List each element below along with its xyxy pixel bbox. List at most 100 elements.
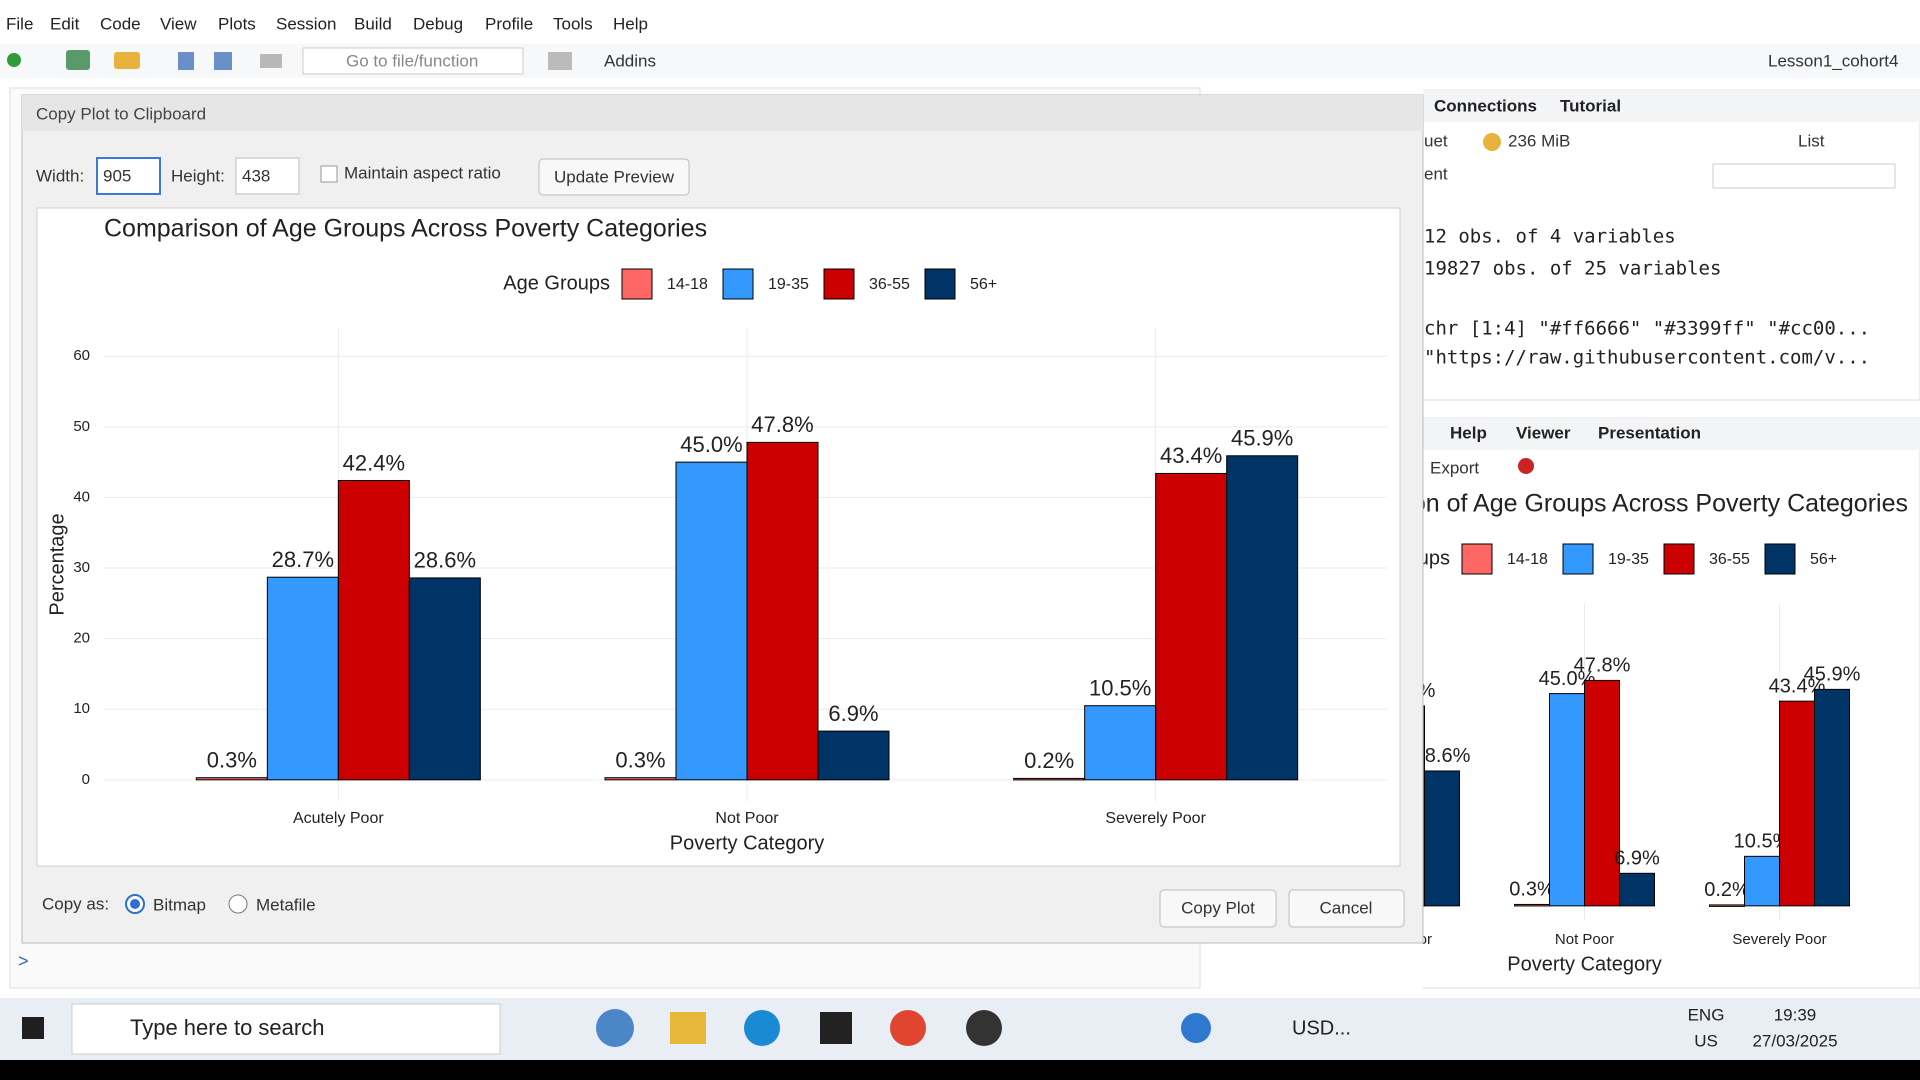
app-icon[interactable]: [966, 1010, 1002, 1046]
r-icon[interactable]: [596, 1009, 634, 1047]
aspect-checkbox[interactable]: [320, 165, 338, 183]
tab[interactable]: Help: [1450, 423, 1487, 442]
tab[interactable]: Presentation: [1598, 423, 1701, 442]
y-axis-title: Percentage: [46, 513, 68, 615]
layout-icon[interactable]: [548, 52, 572, 70]
update-button[interactable]: [538, 158, 690, 196]
copy-label[interactable]: Copy Plot: [1181, 898, 1255, 917]
time[interactable]: 19:39: [1774, 1005, 1817, 1024]
x-tick-label: Severely Poor: [1732, 931, 1826, 948]
metafile-label[interactable]: Metafile: [256, 895, 316, 914]
new-icon[interactable]: [7, 53, 21, 67]
view-mode[interactable]: List: [1798, 131, 1825, 150]
bar: [817, 730, 890, 781]
y-tick-label: 60: [73, 347, 90, 364]
explorer-icon[interactable]: [670, 1012, 706, 1044]
lang[interactable]: ENG: [1688, 1005, 1725, 1024]
menu-item[interactable]: Profile: [485, 14, 533, 33]
height-label: Height:: [171, 166, 225, 185]
viewer-tabs: [1423, 418, 1920, 450]
menu-item[interactable]: File: [6, 14, 33, 33]
help-icon[interactable]: [1181, 1013, 1211, 1043]
project-icon[interactable]: [66, 50, 90, 70]
bitmap-radio-dot: [130, 899, 140, 909]
x-axis-title: Poverty Category: [1507, 953, 1662, 975]
tab[interactable]: Connections: [1434, 96, 1537, 115]
legend-swatch: [621, 268, 653, 300]
env-select[interactable]: ent: [1424, 164, 1448, 183]
value-label: 28.6%: [414, 548, 476, 573]
update-label[interactable]: Update Preview: [554, 167, 675, 186]
console-prompt: >: [18, 951, 29, 971]
import-dataset[interactable]: uet: [1424, 131, 1448, 150]
menu-item[interactable]: Code: [100, 14, 141, 33]
app-icon[interactable]: [820, 1012, 852, 1044]
cancel-label[interactable]: Cancel: [1320, 898, 1373, 917]
menu-item[interactable]: Debug: [413, 14, 463, 33]
value-label: 45.0%: [1539, 668, 1596, 690]
value-label: 28.6%: [1414, 745, 1471, 767]
menu-item[interactable]: Tools: [553, 14, 593, 33]
height-input[interactable]: [235, 157, 300, 195]
value-label: 28.7%: [272, 547, 334, 572]
search-bar[interactable]: [71, 1003, 501, 1055]
menu-item[interactable]: View: [160, 14, 197, 33]
legend-title: Age Groups: [1343, 547, 1450, 569]
width-label: Width:: [36, 166, 84, 185]
legend-swatch: [1764, 543, 1796, 575]
env-row: 19827 obs. of 25 variables: [1424, 258, 1721, 280]
value-label: 0.3%: [1509, 879, 1555, 901]
cancel-button[interactable]: [1288, 889, 1405, 928]
metafile-radio[interactable]: [228, 894, 248, 914]
copy-button[interactable]: [1159, 889, 1277, 928]
addins[interactable]: Addins: [604, 51, 656, 70]
aspect-label[interactable]: Maintain aspect ratio: [344, 163, 501, 182]
edge-icon[interactable]: [744, 1010, 780, 1046]
height-value[interactable]: 438: [242, 166, 270, 185]
currency[interactable]: USD...: [1292, 1017, 1351, 1039]
open-icon[interactable]: [114, 52, 140, 69]
project-name[interactable]: Lesson1_cohort4: [1768, 51, 1898, 70]
right-panes: Connections Tutorial uet 236 MiB List en…: [1343, 89, 1920, 989]
y-tick-label: 30: [73, 559, 90, 576]
bar: [1084, 705, 1157, 781]
region[interactable]: US: [1694, 1031, 1718, 1050]
tab[interactable]: Tutorial: [1560, 96, 1621, 115]
chrome-icon[interactable]: [890, 1010, 926, 1046]
export[interactable]: Export: [1430, 458, 1479, 477]
save-all-icon[interactable]: [214, 52, 232, 70]
bar: [604, 777, 677, 781]
tab[interactable]: Viewer: [1516, 423, 1571, 442]
bitmap-label[interactable]: Bitmap: [153, 895, 206, 914]
print-icon[interactable]: [260, 54, 282, 68]
legend-title: Age Groups: [503, 272, 610, 294]
memory[interactable]: 236 MiB: [1508, 131, 1570, 150]
value-label: 47.8%: [1574, 655, 1631, 677]
x-tick-label: Severely Poor: [1105, 810, 1206, 827]
goto-box[interactable]: [302, 47, 524, 75]
date[interactable]: 27/03/2025: [1752, 1031, 1837, 1050]
legend-label: 19-35: [1608, 551, 1649, 568]
menu-item[interactable]: Edit: [50, 14, 80, 33]
value-label: 0.2%: [1024, 748, 1074, 773]
width-input[interactable]: [96, 157, 161, 195]
y-tick-label: 50: [73, 418, 90, 435]
bar: [1779, 700, 1815, 907]
search-box[interactable]: [1712, 163, 1896, 189]
menu-item[interactable]: Build: [354, 14, 392, 33]
env-row: chr [1:4] "#ff6666" "#3399ff" "#cc00...: [1424, 318, 1870, 340]
menu-item[interactable]: Help: [613, 14, 648, 33]
bar: [1013, 777, 1086, 781]
value-label: 45.0%: [680, 432, 742, 457]
menu-item[interactable]: Plots: [218, 14, 256, 33]
value-label: 6.9%: [828, 701, 878, 726]
save-icon[interactable]: [178, 52, 194, 70]
dialog-title: Copy Plot to Clipboard: [36, 104, 206, 123]
menu-item[interactable]: Session: [276, 14, 336, 33]
bar: [1155, 472, 1228, 781]
width-value[interactable]: 905: [103, 166, 131, 185]
start-button[interactable]: [22, 1017, 44, 1039]
value-label: 0.2%: [1704, 879, 1750, 901]
clear-icon[interactable]: [1518, 458, 1534, 474]
search-text[interactable]: Type here to search: [130, 1015, 324, 1040]
